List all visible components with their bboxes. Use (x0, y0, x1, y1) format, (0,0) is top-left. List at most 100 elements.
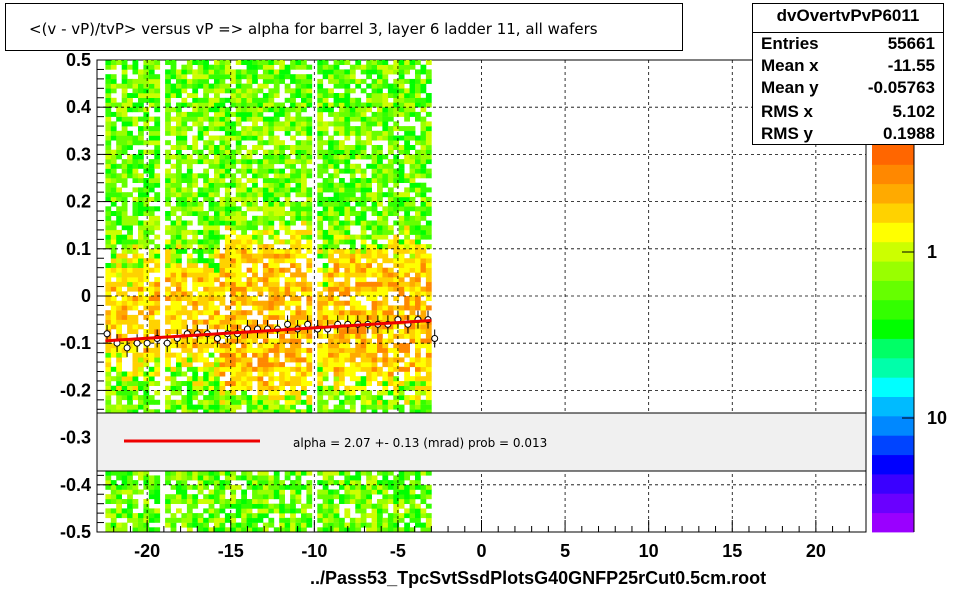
heatmap-cell (110, 352, 117, 358)
heatmap-cell (257, 145, 264, 150)
heatmap-cell (349, 390, 356, 396)
heatmap-cell (192, 234, 199, 240)
heatmap-cell (154, 296, 161, 301)
heatmap-cell (344, 149, 351, 155)
heatmap-cell (105, 215, 112, 221)
heatmap-cell (290, 484, 296, 490)
heatmap-cell (290, 376, 296, 382)
heatmap-cell (360, 263, 367, 268)
heatmap-cell (208, 404, 215, 410)
heatmap-cell (349, 192, 356, 198)
heatmap-cell (328, 154, 334, 160)
heatmap-cell (284, 371, 291, 377)
heatmap-cell (214, 78, 220, 84)
heatmap-cell (273, 310, 280, 316)
heatmap-cell (301, 385, 307, 391)
heatmap-cell (344, 470, 351, 476)
heatmap-cell (377, 343, 383, 349)
heatmap-cell (224, 140, 231, 146)
heatmap-cell (301, 187, 307, 193)
heatmap-cell (148, 357, 155, 363)
heatmap-cell (301, 527, 307, 533)
heatmap-cell (110, 97, 117, 103)
heatmap-cell (279, 69, 285, 75)
heatmap-cell (377, 187, 383, 193)
heatmap-cell (360, 381, 367, 386)
heatmap-cell (148, 215, 155, 221)
heatmap-cell (393, 357, 400, 363)
heatmap-cell (197, 253, 204, 259)
heatmap-cell (382, 93, 389, 98)
heatmap-cell (371, 111, 378, 117)
heatmap-cell (262, 201, 269, 207)
heatmap-cell (224, 149, 231, 155)
heatmap-cell (344, 88, 351, 94)
heatmap-cell (333, 196, 340, 202)
heatmap-cell (241, 225, 247, 231)
heatmap-cell (192, 107, 199, 113)
heatmap-cell (317, 503, 324, 509)
heatmap-cell (246, 88, 253, 94)
heatmap-cell (415, 116, 421, 122)
heatmap-cell (393, 513, 400, 519)
heatmap-cell (127, 503, 133, 509)
heatmap-cell (349, 362, 356, 368)
heatmap-cell (377, 220, 383, 226)
heatmap-cell (230, 93, 237, 98)
heatmap-cell (219, 470, 226, 476)
heatmap-cell (143, 527, 150, 533)
heatmap-cell (344, 121, 351, 127)
heatmap-cell (203, 187, 209, 193)
heatmap-cell (235, 300, 242, 306)
heatmap-cell (404, 263, 410, 268)
heatmap-cell (143, 376, 150, 382)
heatmap-cell (273, 352, 280, 358)
heatmap-cell (393, 362, 400, 368)
heatmap-cell (268, 220, 275, 226)
heatmap-cell (116, 187, 122, 193)
heatmap-cell (132, 272, 139, 278)
profile-point (163, 339, 171, 347)
heatmap-cell (279, 272, 285, 278)
heatmap-cell (192, 277, 199, 283)
heatmap-cell (170, 60, 177, 65)
heatmap-cell (262, 347, 269, 353)
y-tick-label: -0.5 (60, 522, 91, 542)
heatmap-cell (235, 475, 242, 481)
heatmap-cell (425, 371, 432, 377)
heatmap-cell (387, 362, 394, 368)
heatmap-cell (279, 225, 285, 231)
heatmap-cell (170, 376, 177, 382)
heatmap-cell (203, 211, 209, 216)
heatmap-cell (165, 211, 171, 216)
heatmap-cell (127, 385, 133, 391)
heatmap-cell (186, 484, 193, 490)
heatmap-cell (192, 74, 199, 80)
heatmap-cell (154, 517, 161, 523)
heatmap-cell (208, 513, 215, 519)
heatmap-cell (328, 163, 334, 169)
heatmap-cell (138, 88, 144, 94)
heatmap-cell (197, 475, 204, 481)
heatmap-cell (246, 97, 253, 103)
heatmap-cell (148, 305, 155, 311)
heatmap-cell (219, 116, 226, 122)
heatmap-cell (409, 78, 416, 84)
heatmap-cell (404, 135, 410, 141)
heatmap-cell (393, 88, 400, 94)
heatmap-cell (241, 390, 247, 396)
heatmap-cell (132, 83, 139, 89)
heatmap-cell (339, 220, 345, 226)
heatmap-cell (339, 499, 345, 504)
heatmap-cell (208, 145, 215, 150)
heatmap-cell (366, 381, 372, 386)
heatmap-cell (186, 404, 193, 410)
heatmap-cell (295, 286, 302, 292)
heatmap-cell (317, 173, 324, 179)
heatmap-cell (317, 234, 324, 240)
heatmap-cell (317, 126, 324, 132)
heatmap-cell (398, 253, 405, 259)
heatmap-cell (176, 390, 182, 396)
heatmap-cell (224, 135, 231, 141)
heatmap-cell (295, 272, 302, 278)
